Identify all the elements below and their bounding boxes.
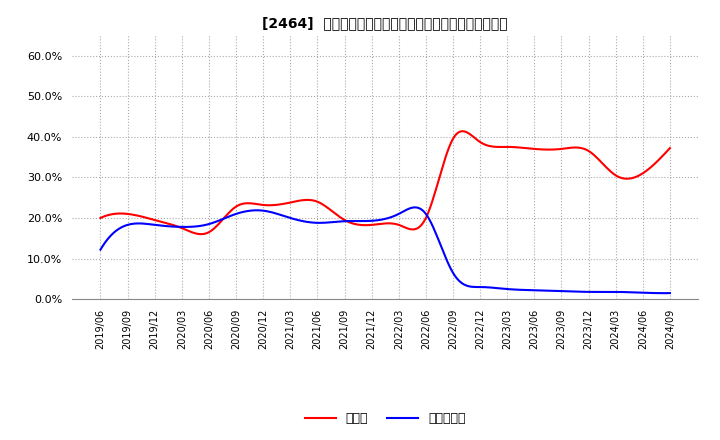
有利子負債 [578, 289, 587, 294]
現預金 [197, 231, 206, 237]
Line: 現預金: 現預金 [101, 131, 670, 234]
現預金 [435, 175, 444, 180]
有利子負債 [446, 266, 455, 271]
現預金 [446, 140, 455, 146]
現預金 [437, 168, 446, 173]
有利子負債 [437, 244, 446, 249]
有利子負債 [665, 290, 674, 296]
有利子負債 [410, 205, 419, 210]
Legend: 現預金, 有利子負債: 現預金, 有利子負債 [300, 407, 471, 430]
現預金 [665, 146, 674, 151]
有利子負債 [614, 289, 623, 294]
有利子負債 [98, 244, 107, 249]
現預金 [98, 214, 107, 220]
有利子負債 [660, 290, 669, 296]
現預金 [458, 128, 467, 134]
現預金 [96, 215, 105, 220]
有利子負債 [96, 247, 105, 252]
Line: 有利子負債: 有利子負債 [101, 207, 670, 293]
現預金 [580, 146, 588, 151]
現預金 [616, 175, 625, 180]
有利子負債 [435, 240, 444, 245]
Title: [2464]  現預金、有利子負債の総資産に対する比率の推移: [2464] 現預金、有利子負債の総資産に対する比率の推移 [262, 16, 508, 30]
